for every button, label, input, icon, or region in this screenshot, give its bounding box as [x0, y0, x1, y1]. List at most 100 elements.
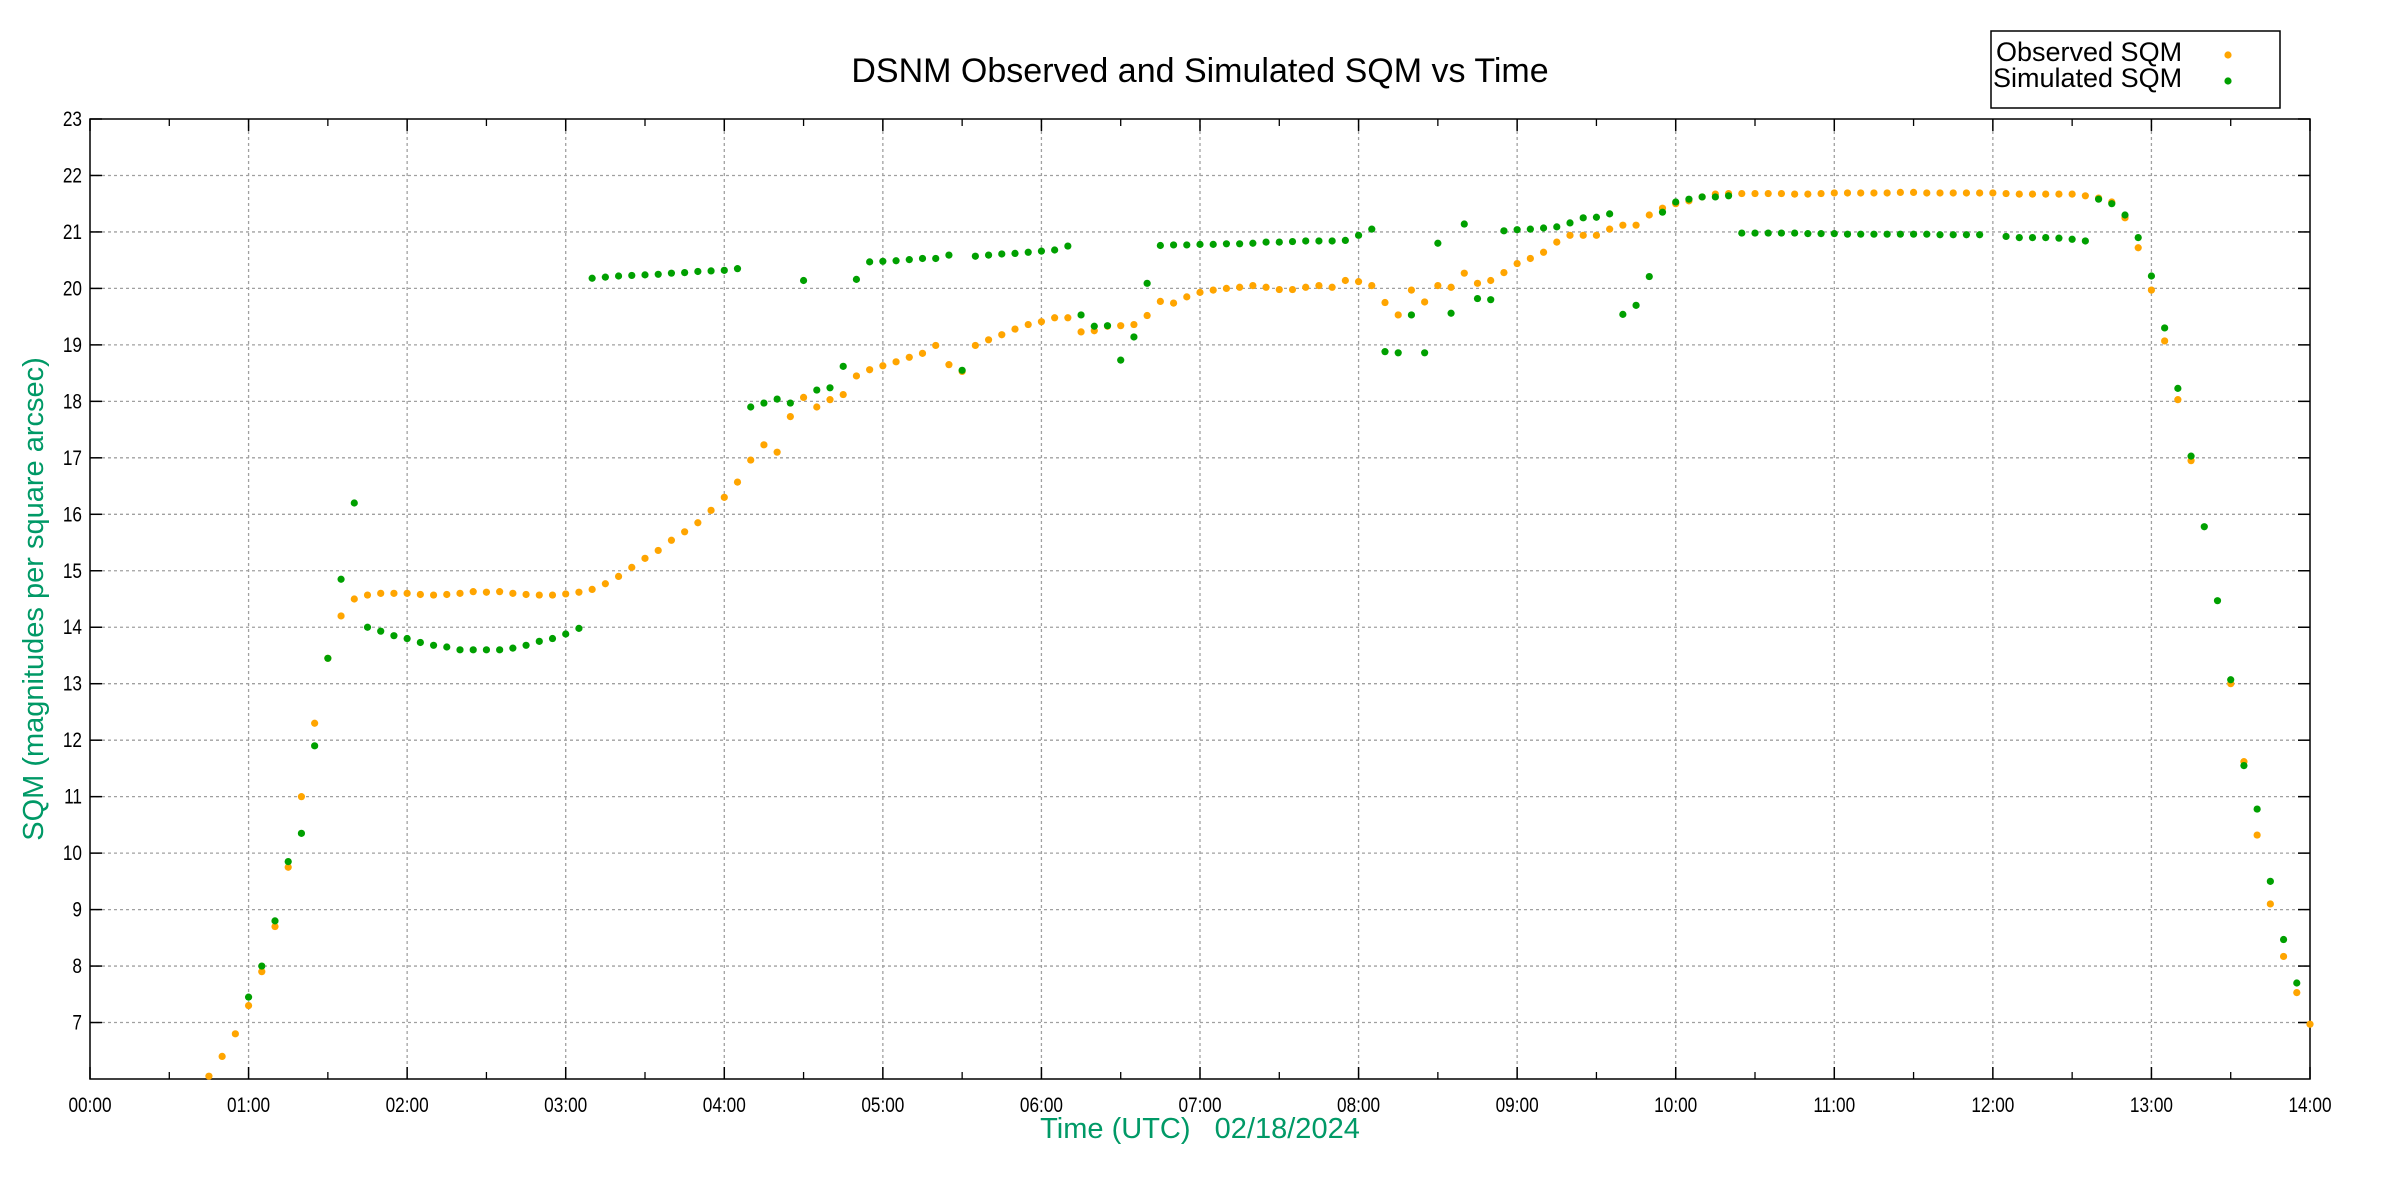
data-point: [1539, 248, 1548, 256]
data-point: [1909, 230, 1918, 238]
data-point: [1526, 225, 1534, 233]
data-point: [1037, 247, 1046, 255]
legend: Observed SQM Simulated SQM: [1990, 30, 2281, 109]
data-point: [1183, 293, 1191, 301]
data-point: [1962, 231, 1971, 239]
data-point: [1923, 230, 1931, 238]
data-point: [2068, 190, 2076, 198]
data-point: [588, 274, 596, 282]
data-point: [1500, 227, 1508, 235]
data-point: [1883, 189, 1891, 197]
data-point: [284, 857, 292, 866]
data-point: [443, 590, 451, 599]
data-point: [311, 742, 319, 750]
legend-marker-observed: [2224, 51, 2232, 59]
data-point: [469, 588, 477, 596]
data-point: [244, 1001, 253, 1010]
data-point: [1288, 285, 1297, 294]
data-point: [971, 341, 979, 350]
data-point: [456, 646, 464, 654]
data-point: [2068, 235, 2076, 243]
data-point: [733, 265, 742, 273]
data-point: [1738, 229, 1746, 237]
data-point: [2042, 233, 2050, 242]
data-point: [535, 591, 543, 599]
data-point: [509, 589, 517, 597]
data-point: [694, 519, 702, 527]
data-point: [1434, 281, 1442, 290]
data-point: [496, 588, 504, 596]
data-point: [2293, 979, 2301, 987]
plot-frame: [89, 118, 2311, 1080]
data-point: [297, 829, 306, 837]
data-point: [813, 386, 821, 394]
data-point: [522, 641, 530, 649]
data-point: [244, 993, 253, 1001]
data-point: [1077, 311, 1085, 319]
data-point: [548, 591, 557, 599]
data-point: [1103, 322, 1112, 330]
data-point: [1976, 189, 1984, 197]
data-point: [1579, 231, 1587, 239]
data-point: [918, 254, 927, 263]
data-point: [1592, 231, 1601, 239]
data-point: [2279, 935, 2288, 944]
data-point: [614, 272, 623, 280]
data-point: [641, 554, 649, 562]
data-point: [984, 336, 993, 344]
data-point: [1275, 238, 1283, 246]
data-point: [1473, 279, 1482, 287]
y-tick-label: 14: [63, 617, 82, 640]
data-point: [1936, 231, 1944, 239]
data-point: [1923, 189, 1931, 197]
data-point: [813, 403, 821, 411]
data-point: [1896, 188, 1904, 197]
data-point: [1156, 297, 1164, 305]
data-point: [2240, 761, 2248, 770]
data-point: [1539, 224, 1548, 232]
data-point: [2028, 233, 2037, 242]
legend-marker-simulated: [2224, 77, 2232, 85]
data-point: [1645, 211, 1653, 219]
data-point: [403, 634, 411, 643]
data-point: [429, 591, 438, 599]
data-point: [2266, 900, 2274, 908]
data-point: [1513, 226, 1521, 234]
data-point: [1117, 356, 1125, 364]
data-point: [1936, 189, 1944, 197]
y-tick-label: 20: [63, 278, 82, 301]
data-point: [1711, 193, 1719, 201]
data-point: [1315, 281, 1323, 290]
data-point: [522, 590, 530, 599]
data-point: [218, 1052, 226, 1061]
data-point: [1328, 283, 1336, 291]
data-point: [390, 589, 398, 597]
data-point: [760, 399, 768, 407]
data-point: [2028, 190, 2037, 198]
data-point: [1262, 283, 1270, 291]
data-point: [918, 349, 927, 357]
data-point: [1447, 283, 1455, 291]
data-point: [1830, 189, 1838, 197]
data-point: [945, 251, 953, 259]
data-point: [984, 251, 993, 259]
data-point: [733, 478, 742, 486]
data-point: [1407, 311, 1416, 319]
data-point: [1368, 225, 1376, 233]
data-point: [1579, 214, 1587, 222]
data-points: [205, 188, 2314, 1080]
data-point: [2015, 233, 2023, 242]
y-tick-label: 19: [63, 334, 82, 357]
data-point: [2174, 384, 2182, 392]
data-point: [1222, 284, 1231, 293]
data-point: [1169, 241, 1178, 249]
data-point: [271, 917, 279, 925]
x-tick-label: 03:00: [544, 1095, 587, 1118]
data-point: [284, 863, 292, 871]
data-point: [1817, 189, 1825, 198]
data-point: [562, 630, 570, 638]
data-point: [562, 590, 570, 598]
data-point: [2200, 523, 2208, 531]
data-point: [720, 266, 728, 274]
